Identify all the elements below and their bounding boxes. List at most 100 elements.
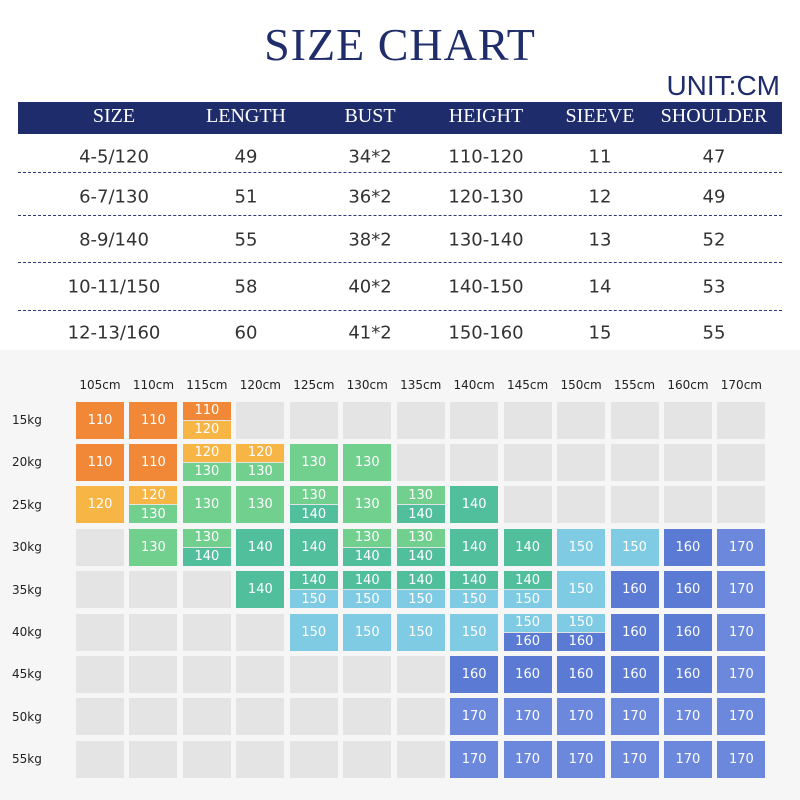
size-cell: 170	[717, 571, 766, 609]
size-label: 140	[503, 528, 552, 566]
size-label: 170	[717, 613, 766, 651]
size-cell	[289, 698, 338, 736]
row-header: 15kg	[12, 413, 42, 427]
size-cell: 150	[343, 613, 392, 651]
row-separator	[18, 262, 782, 263]
size-label: 130	[396, 486, 445, 505]
column-header: 115cm	[186, 378, 228, 392]
size-cell	[557, 443, 606, 481]
size-label: 170	[663, 698, 712, 736]
column-header: 170cm	[720, 378, 762, 392]
size-label: 150	[557, 571, 606, 609]
size-cell	[396, 698, 445, 736]
size-cell: 160	[663, 571, 712, 609]
size-cell	[182, 740, 231, 778]
table-cell: 36*2	[348, 186, 392, 208]
row-header: 20kg	[12, 455, 42, 470]
column-header: 150cm	[560, 378, 602, 392]
table-cell: 41*2	[348, 322, 392, 344]
size-cell: 160	[450, 655, 499, 693]
size-label: 150	[557, 613, 606, 632]
size-cell	[76, 571, 124, 609]
size-label: 120	[182, 420, 231, 439]
size-cell: 130	[182, 486, 231, 524]
size-cell: 150	[396, 613, 445, 651]
table-header: SHOULDER	[660, 105, 768, 127]
size-label: 160	[557, 632, 606, 651]
size-cell: 170	[557, 740, 606, 778]
size-label: 130	[289, 486, 338, 505]
column-header: 130cm	[346, 378, 388, 392]
size-cell: 130	[236, 486, 285, 524]
size-cell	[717, 401, 766, 439]
size-cell	[76, 613, 124, 651]
size-cell	[129, 613, 178, 651]
size-label: 140	[289, 571, 338, 590]
size-label: 150	[289, 590, 338, 609]
size-label: 130	[343, 528, 392, 547]
size-cell: 160	[663, 528, 712, 566]
size-cell	[182, 613, 231, 651]
table-cell: 53	[702, 276, 726, 298]
size-label: 130	[289, 443, 338, 481]
size-cell: 170	[717, 698, 766, 736]
table-cell: 12-13/160	[67, 322, 161, 344]
size-label: 140	[450, 571, 499, 590]
table-header: LENGTH	[206, 105, 286, 127]
table-cell: 4-5/120	[79, 146, 149, 168]
size-cell: 150 160	[503, 613, 552, 651]
size-label: 170	[717, 655, 766, 693]
size-label: 110	[76, 443, 124, 481]
size-cell: 160	[663, 613, 712, 651]
size-cell	[182, 698, 231, 736]
size-label: 150	[450, 590, 499, 609]
size-cell: 160	[610, 655, 659, 693]
size-label: 140	[396, 505, 445, 524]
size-label: 140	[450, 486, 499, 524]
size-label: 170	[557, 740, 606, 778]
table-header: HEIGHT	[448, 105, 524, 127]
table-cell: 58	[234, 276, 258, 298]
size-label: 160	[450, 655, 499, 693]
size-cell: 150	[610, 528, 659, 566]
size-cell: 150 160	[557, 613, 606, 651]
table-cell: 47	[702, 146, 726, 168]
table-cell: 60	[234, 322, 258, 344]
size-label: 110	[76, 401, 124, 439]
column-header: 140cm	[453, 378, 495, 392]
table-cell: 150-160	[448, 322, 524, 344]
size-cell	[236, 655, 285, 693]
size-cell: 120	[76, 486, 124, 524]
size-cell	[289, 401, 338, 439]
size-cell	[450, 443, 499, 481]
size-label: 130	[182, 528, 231, 547]
row-header: 30kg	[12, 540, 42, 555]
table-cell: 120-130	[448, 186, 524, 208]
size-cell	[236, 401, 285, 439]
row-header: 40kg	[12, 625, 42, 639]
size-label: 140	[503, 571, 552, 590]
table-cell: 38*2	[348, 229, 392, 251]
size-label: 170	[717, 571, 766, 609]
size-cell: 110	[76, 443, 124, 481]
size-label: 160	[663, 655, 712, 693]
size-cell	[343, 740, 392, 778]
size-cell: 170	[450, 740, 499, 778]
size-cell: 150	[557, 571, 606, 609]
size-label: 150	[503, 613, 552, 632]
size-label: 150	[610, 528, 659, 566]
column-header: 145cm	[506, 378, 549, 392]
size-cell: 170	[663, 740, 712, 778]
size-cell: 140 150	[289, 571, 338, 609]
row-header: 45kg	[12, 667, 42, 682]
size-cell	[663, 486, 712, 524]
size-cell	[396, 740, 445, 778]
size-cell: 150	[557, 528, 606, 566]
size-cell: 130 140	[343, 528, 392, 566]
size-cell	[129, 740, 178, 778]
size-cell: 140 150	[396, 571, 445, 609]
size-cell: 160	[503, 655, 552, 693]
column-header: 110cm	[132, 378, 175, 392]
table-cell: 55	[702, 322, 726, 344]
